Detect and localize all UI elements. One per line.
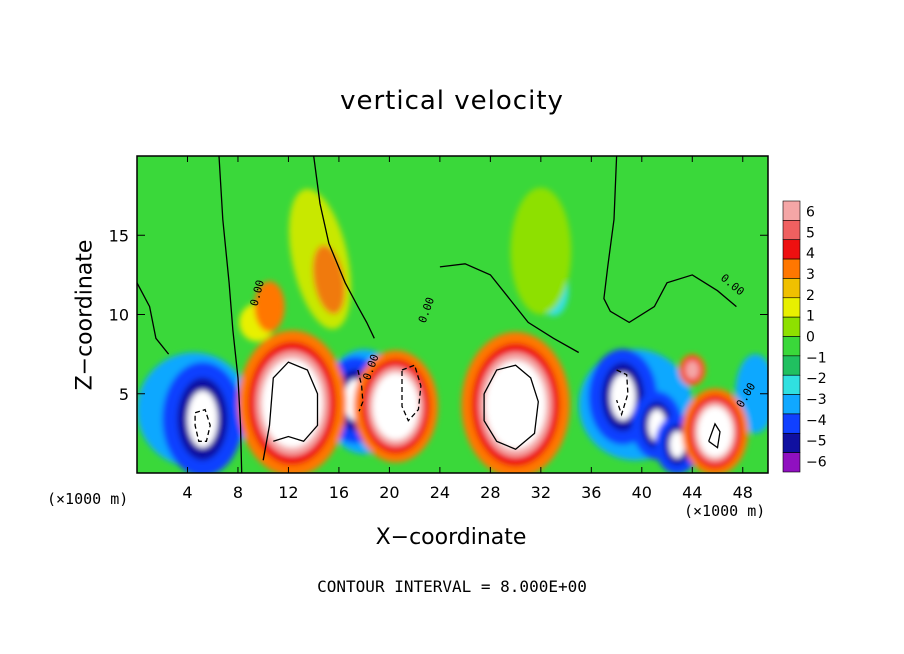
x-unit-left: (×1000 m) — [47, 490, 129, 508]
colorbar-label-8: −2 — [806, 371, 827, 387]
x-tick-label-20: 20 — [379, 483, 399, 502]
colorbar-swatch-12 — [782, 432, 801, 453]
updraft-4-contour — [708, 422, 721, 449]
x-tick-label-48: 48 — [733, 483, 753, 502]
colorbar-label-6: 0 — [806, 330, 815, 346]
x-tick-label-4: 4 — [182, 483, 192, 502]
y-tick-label-5: 5 — [119, 385, 129, 404]
colorbar: 6 5 4 3 2 1 0 −1 −2 −3 −4 −5 −6 — [782, 200, 827, 473]
colorbar-label-11: −5 — [806, 434, 827, 450]
colorbar-label-1: 5 — [806, 225, 815, 241]
colorbar-label-7: −1 — [806, 350, 827, 366]
colorbar-label-10: −4 — [806, 413, 827, 429]
colorbar-swatch-10 — [782, 394, 801, 415]
y-ticks: 5 10 15 — [109, 226, 768, 404]
downdraft-1-contour — [357, 369, 364, 412]
zero-contour-3 — [439, 263, 580, 354]
colorbar-swatch-13 — [782, 452, 801, 473]
x-tick-label-40: 40 — [632, 483, 652, 502]
x-tick-label-44: 44 — [682, 483, 702, 502]
updraft-4-inner — [685, 360, 700, 380]
zero-contour-1 — [218, 156, 243, 473]
colorbar-label-2: 4 — [806, 246, 815, 262]
colorbar-label-3: 3 — [806, 267, 815, 283]
x-tick-label-12: 12 — [278, 483, 298, 502]
updraft-3-core — [697, 406, 733, 457]
downdraft-4-core — [669, 431, 685, 458]
updraft-1-contour — [262, 361, 319, 461]
x-ticks: 4 8 12 16 20 24 28 32 36 40 44 48 — [182, 156, 753, 502]
updraft-2-contour — [401, 364, 422, 422]
x-tick-label-36: 36 — [581, 483, 601, 502]
upper-lightgreen — [510, 187, 572, 315]
colorbar-swatch-4 — [782, 278, 801, 299]
chart-title: vertical velocity — [340, 86, 564, 116]
colorbar-swatch-9 — [782, 374, 801, 395]
contour-interval-note: CONTOUR INTERVAL = 8.000E+00 — [317, 577, 587, 596]
x-tick-label-8: 8 — [233, 483, 243, 502]
field-blobs — [137, 187, 768, 473]
colorbar-label-0: 6 — [806, 204, 815, 220]
downdraft-0-core — [187, 390, 218, 448]
x-axis-label: X−coordinate — [375, 525, 527, 550]
zero-contour-2 — [313, 156, 375, 339]
colorbar-swatch-11 — [782, 413, 801, 434]
colorbar-swatch-6 — [782, 316, 801, 337]
x-tick-label-24: 24 — [430, 483, 450, 502]
colorbar-label-5: 1 — [806, 309, 815, 325]
updraft-0-core — [261, 358, 323, 448]
downdraft-0-contour — [194, 408, 211, 442]
downdraft-2-contour — [615, 369, 629, 417]
updraft-1-core — [372, 373, 419, 440]
colorbar-swatch-3 — [782, 258, 801, 279]
colorbar-swatch-8 — [782, 355, 801, 376]
x-tick-label-32: 32 — [531, 483, 551, 502]
x-tick-label-16: 16 — [329, 483, 349, 502]
colorbar-swatch-0 — [782, 200, 801, 221]
colorbar-swatch-2 — [782, 239, 801, 260]
colorbar-label-12: −6 — [806, 455, 827, 471]
y-tick-label-10: 10 — [109, 306, 129, 325]
upper-orange-left — [254, 281, 285, 332]
updraft-2-core — [485, 360, 546, 450]
colorbar-label-4: 2 — [806, 288, 815, 304]
zero-contour-5 — [137, 282, 170, 355]
downdraft-2-core — [610, 373, 636, 421]
colorbar-swatch-5 — [782, 297, 801, 318]
zero-contour-4 — [603, 156, 737, 324]
colorbar-swatch-7 — [782, 336, 801, 357]
colorbar-label-9: −3 — [806, 392, 827, 408]
x-unit-right: (×1000 m) — [684, 502, 766, 520]
updraft-3-contour — [483, 364, 539, 450]
y-tick-label-15: 15 — [109, 226, 129, 245]
velocity-field — [137, 156, 768, 473]
x-tick-label-28: 28 — [480, 483, 500, 502]
colorbar-swatch-1 — [782, 220, 801, 241]
